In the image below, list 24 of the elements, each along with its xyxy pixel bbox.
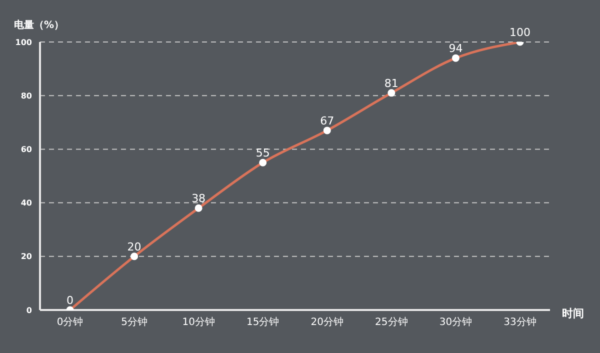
x-tick-label: 15分钟 bbox=[246, 316, 280, 328]
x-tick-label: 5分钟 bbox=[121, 316, 148, 328]
data-label: 67 bbox=[320, 114, 334, 128]
y-tick-label: 20 bbox=[20, 252, 32, 262]
y-tick-label: 100 bbox=[15, 38, 32, 47]
data-label: 0 bbox=[66, 294, 74, 307]
data-label: 55 bbox=[256, 146, 270, 160]
data-label: 94 bbox=[448, 42, 463, 56]
x-tick-label: 0分钟 bbox=[56, 316, 84, 328]
x-axis-title: 时间 bbox=[562, 306, 584, 321]
y-tick-label: 60 bbox=[20, 145, 32, 154]
x-tick-label: 10分钟 bbox=[182, 316, 215, 328]
x-tick-label: 20分钟 bbox=[310, 316, 344, 328]
x-tick-label: 30分钟 bbox=[439, 316, 472, 328]
data-label: 38 bbox=[192, 192, 206, 206]
y-tick-label: 0 bbox=[26, 306, 32, 315]
x-tick-label: 25分钟 bbox=[375, 316, 408, 328]
y-tick-label: 80 bbox=[20, 91, 32, 100]
y-tick-label: 40 bbox=[20, 198, 32, 208]
x-tick-label: 33分钟 bbox=[504, 316, 536, 328]
data-label: 100 bbox=[510, 26, 530, 39]
data-label: 81 bbox=[384, 76, 398, 90]
y-axis-title: 电量（%） bbox=[14, 18, 64, 32]
data-label: 20 bbox=[127, 240, 142, 254]
